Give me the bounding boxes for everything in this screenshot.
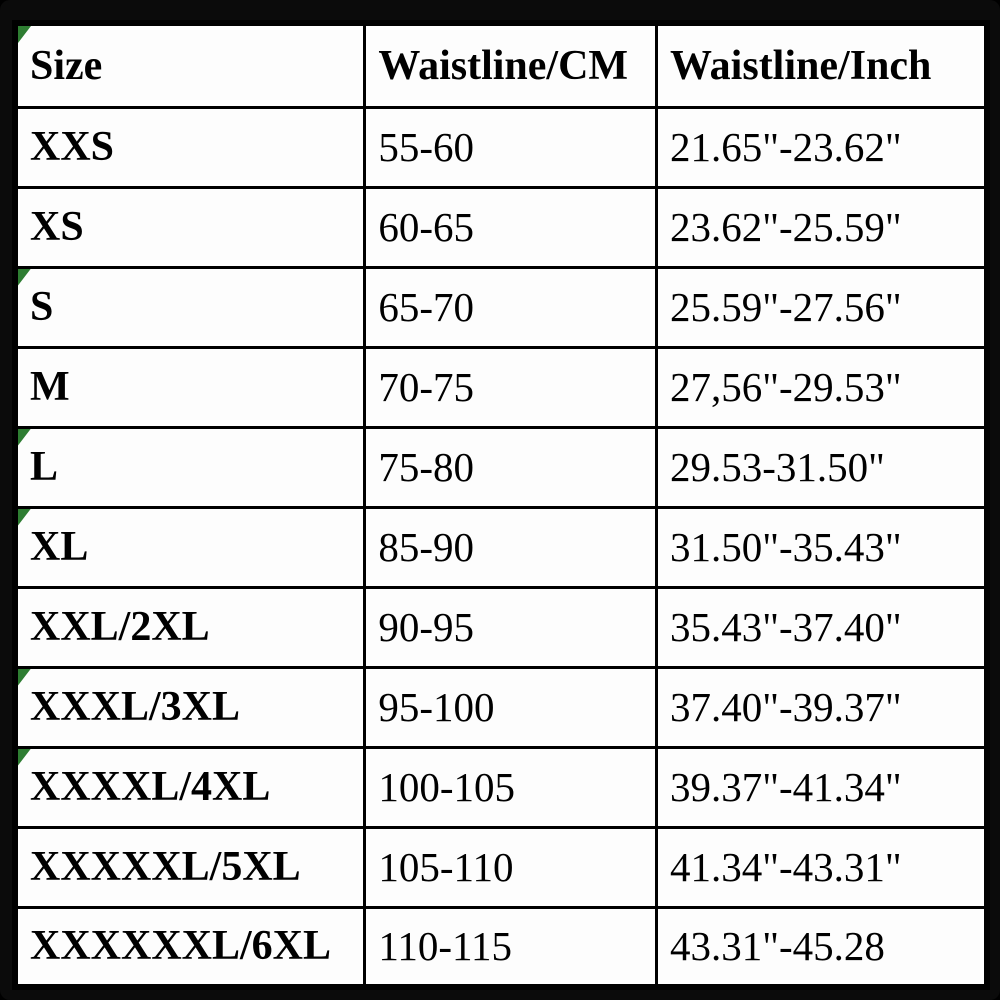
cm-value: 70-75 [378, 364, 475, 410]
size-cell: S [13, 265, 367, 349]
table-row-xs: XS 60-65 23.62"-25.59" [13, 185, 989, 269]
cm-value: 100-105 [378, 764, 516, 810]
header-row: Size Waistline/CM Waistline/Inch [13, 21, 989, 109]
table-row-s: S 65-70 25.59"-27.56" [13, 265, 989, 349]
inch-cell: 41.34"-43.31" [655, 825, 989, 909]
table-row-l: L 75-80 29.53-31.50" [13, 425, 989, 509]
size-value: XL [30, 524, 89, 570]
cm-value: 75-80 [378, 444, 475, 490]
inch-cell: 29.53-31.50" [655, 425, 989, 509]
table-row-xl: XL 85-90 31.50"-35.43" [13, 505, 989, 589]
inch-cell: 23.62"-25.59" [655, 185, 989, 269]
inch-value: 21.65"-23.62" [670, 124, 902, 170]
cm-value: 90-95 [378, 604, 475, 650]
inch-value: 39.37"-41.34" [670, 764, 902, 810]
header-inch-label: Waistline/Inch [670, 42, 932, 89]
table-row-4xl: XXXXL/4XL 100-105 39.37"-41.34" [13, 745, 989, 829]
size-cell: XXXXXXL/6XL [13, 905, 367, 989]
excel-error-flag-icon [18, 510, 31, 526]
cm-cell: 105-110 [363, 825, 658, 909]
header-waistline-cm: Waistline/CM [363, 21, 658, 109]
inch-value: 41.34"-43.31" [670, 844, 902, 890]
inch-value: 27,56"-29.53" [670, 364, 902, 410]
cm-cell: 85-90 [363, 505, 658, 589]
inch-cell: 39.37"-41.34" [655, 745, 989, 829]
cm-cell: 110-115 [363, 905, 658, 989]
size-cell: XS [13, 185, 367, 269]
cm-value: 95-100 [378, 684, 495, 730]
inch-cell: 37.40"-39.37" [655, 665, 989, 749]
size-cell: XXL/2XL [13, 585, 367, 669]
inch-value: 35.43"-37.40" [670, 604, 902, 650]
table-row-xxs: XXS 55-60 21.65"-23.62" [13, 105, 989, 189]
excel-error-flag-icon [18, 670, 31, 686]
size-value: XXS [30, 124, 115, 170]
size-value: XXL/2XL [30, 604, 210, 650]
size-value: XXXL/3XL [30, 684, 241, 730]
header-size: Size [13, 21, 367, 109]
inch-value: 29.53-31.50" [670, 444, 885, 490]
cm-cell: 60-65 [363, 185, 658, 269]
cm-cell: 55-60 [363, 105, 658, 189]
size-value: S [30, 284, 54, 330]
header-cm-label: Waistline/CM [378, 42, 629, 89]
cm-cell: 65-70 [363, 265, 658, 349]
size-value: M [30, 364, 70, 410]
cm-value: 55-60 [378, 124, 475, 170]
cm-cell: 70-75 [363, 345, 658, 429]
excel-error-flag-icon [18, 26, 31, 43]
table-row-5xl: XXXXXL/5XL 105-110 41.34"-43.31" [13, 825, 989, 909]
size-cell: XXS [13, 105, 367, 189]
table-row-2xl: XXL/2XL 90-95 35.43"-37.40" [13, 585, 989, 669]
cm-value: 105-110 [378, 844, 514, 890]
inch-value: 25.59"-27.56" [670, 284, 902, 330]
size-value: L [30, 444, 59, 490]
inch-cell: 25.59"-27.56" [655, 265, 989, 349]
inch-value: 23.62"-25.59" [670, 204, 902, 250]
cm-value: 65-70 [378, 284, 475, 330]
inch-value: 31.50"-35.43" [670, 524, 902, 570]
cm-cell: 75-80 [363, 425, 658, 509]
cm-value: 110-115 [378, 923, 513, 970]
size-cell: XXXXL/4XL [13, 745, 367, 829]
inch-cell: 21.65"-23.62" [655, 105, 989, 189]
cm-cell: 95-100 [363, 665, 658, 749]
header-size-label: Size [30, 42, 103, 89]
size-value: XXXXL/4XL [30, 764, 271, 810]
table-row-6xl: XXXXXXL/6XL 110-115 43.31"-45.28 [13, 905, 989, 989]
cm-cell: 100-105 [363, 745, 658, 829]
excel-error-flag-icon [18, 430, 31, 446]
size-cell: XXXL/3XL [13, 665, 367, 749]
size-cell: M [13, 345, 367, 429]
size-value: XXXXXXL/6XL [30, 923, 332, 970]
size-value: XS [30, 204, 84, 250]
excel-error-flag-icon [18, 750, 31, 766]
inch-value: 37.40"-39.37" [670, 684, 902, 730]
table-row-3xl: XXXL/3XL 95-100 37.40"-39.37" [13, 665, 989, 749]
cm-cell: 90-95 [363, 585, 658, 669]
table-row-m: M 70-75 27,56"-29.53" [13, 345, 989, 429]
size-cell: L [13, 425, 367, 509]
inch-cell: 31.50"-35.43" [655, 505, 989, 589]
cm-value: 60-65 [378, 204, 475, 250]
size-value: XXXXXL/5XL [30, 844, 301, 890]
excel-error-flag-icon [18, 270, 31, 286]
header-waistline-inch: Waistline/Inch [655, 21, 989, 109]
inch-cell: 43.31"-45.28 [655, 905, 989, 989]
inch-cell: 35.43"-37.40" [655, 585, 989, 669]
cm-value: 85-90 [378, 524, 475, 570]
size-chart-table: Size Waistline/CM Waistline/Inch XXS 55-… [12, 20, 990, 990]
size-cell: XL [13, 505, 367, 589]
size-cell: XXXXXL/5XL [13, 825, 367, 909]
inch-value: 43.31"-45.28 [670, 923, 885, 970]
inch-cell: 27,56"-29.53" [655, 345, 989, 429]
